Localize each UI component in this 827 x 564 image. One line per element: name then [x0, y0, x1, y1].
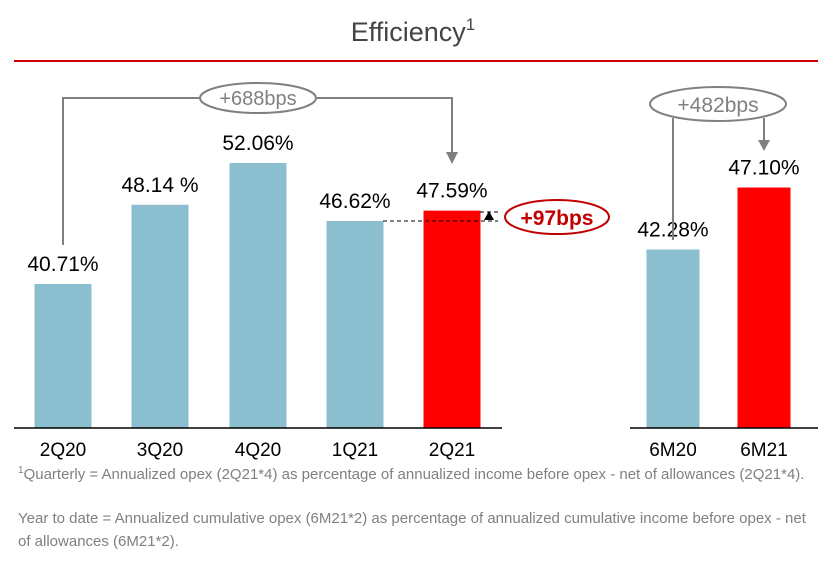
bar-6m21: [737, 187, 791, 428]
annotation-label: +97bps: [521, 207, 594, 230]
bar-4q20: [229, 162, 287, 428]
bar-2q21: [423, 210, 481, 428]
annotation-688bps: [62, 82, 458, 245]
x-tick-label: 2Q20: [40, 440, 86, 461]
value-label: 47.59%: [416, 180, 487, 203]
value-label: 40.71%: [27, 253, 98, 276]
annotation-label: +482bps: [677, 94, 758, 117]
bar-6m20: [646, 249, 700, 428]
value-label: 48.14 %: [121, 174, 198, 197]
x-tick-label: 2Q21: [429, 440, 475, 461]
footnote-quarterly: 1Quarterly = Annualized opex (2Q21*4) as…: [18, 465, 805, 483]
bar-1q21: [326, 220, 384, 428]
x-tick-label: 4Q20: [235, 440, 281, 461]
x-tick-label: 6M21: [740, 440, 788, 461]
x-tick-label: 6M20: [649, 440, 697, 461]
footnote-ytd: Year to date = Annualized cumulative ope…: [18, 510, 806, 550]
arrow-down-icon: [758, 140, 770, 151]
value-label: 52.06%: [222, 132, 293, 155]
annotation-label: +688bps: [219, 88, 296, 110]
value-label: 46.62%: [319, 190, 390, 213]
x-tick-label: 1Q21: [332, 440, 378, 461]
arrow-down-icon: [446, 152, 458, 164]
arrow-up-icon: [484, 211, 494, 220]
annotation-97bps: [383, 199, 610, 235]
chart-title: Efficiency1: [351, 15, 476, 47]
x-tick-label: 3Q20: [137, 440, 183, 461]
value-label: 47.10%: [728, 157, 799, 180]
annotation-482bps: [649, 86, 787, 240]
bar-3q20: [131, 204, 189, 428]
bar-2q20: [34, 283, 92, 428]
